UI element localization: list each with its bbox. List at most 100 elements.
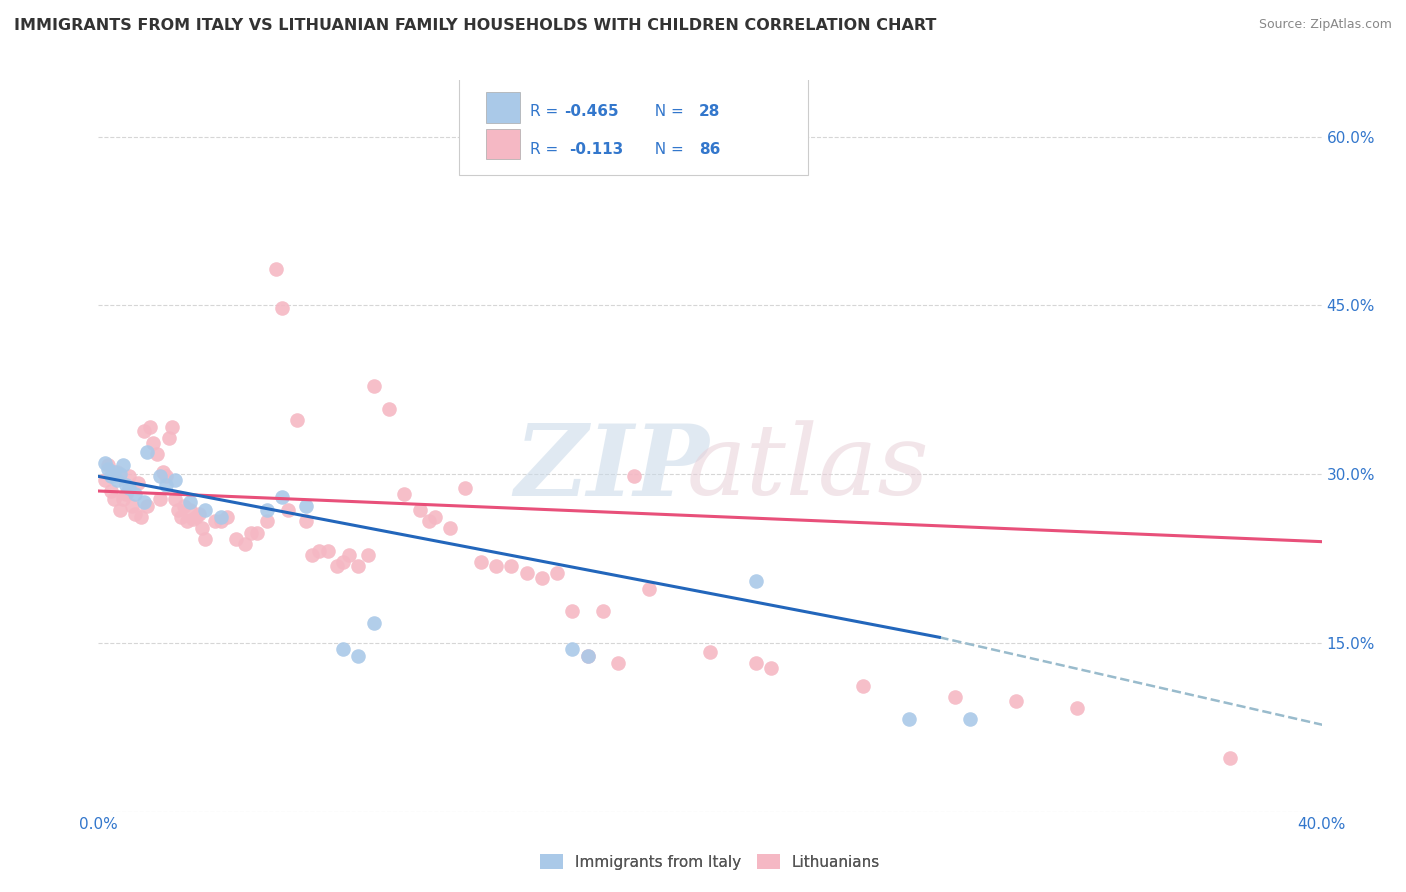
Point [308, 543, 330, 558]
Point [378, 401, 401, 416]
Point [100, 469, 122, 483]
Point [270, 490, 292, 504]
Point [124, 507, 146, 521]
Point [139, 420, 162, 434]
Point [295, 499, 318, 513]
Point [418, 515, 440, 529]
Point [142, 435, 165, 450]
Point [209, 515, 232, 529]
Point [191, 521, 214, 535]
Point [530, 571, 553, 585]
Point [301, 548, 323, 562]
Point [295, 515, 318, 529]
Point [127, 476, 149, 491]
Point [100, 483, 122, 498]
Point [105, 473, 128, 487]
Point [157, 431, 180, 445]
Point [188, 507, 211, 521]
Point [115, 487, 138, 501]
Point [745, 574, 768, 588]
Point [194, 503, 217, 517]
Point [363, 379, 385, 393]
Point [408, 503, 430, 517]
Point [111, 491, 134, 506]
Point [546, 566, 568, 581]
Point [155, 469, 177, 483]
Point [97, 461, 120, 475]
Point [108, 467, 131, 482]
Point [181, 512, 204, 526]
Point [316, 543, 339, 558]
Point [852, 679, 875, 693]
Point [347, 559, 370, 574]
Point [215, 509, 238, 524]
Point [347, 649, 370, 664]
Point [1219, 750, 1241, 764]
Point [194, 533, 217, 547]
Point [111, 458, 134, 472]
Text: N =: N = [645, 104, 689, 120]
Text: ZIP: ZIP [515, 420, 710, 516]
Point [160, 420, 183, 434]
Point [204, 515, 226, 529]
Point [163, 473, 186, 487]
Point [209, 509, 232, 524]
Point [637, 582, 661, 596]
Point [1066, 701, 1088, 715]
Point [326, 559, 349, 574]
Point [163, 491, 186, 506]
Point [233, 537, 256, 551]
Point [256, 503, 278, 517]
Point [121, 499, 143, 513]
Text: 86: 86 [699, 142, 720, 157]
Point [103, 491, 125, 506]
Point [277, 503, 299, 517]
Point [152, 465, 174, 479]
Point [134, 495, 156, 509]
Point [145, 447, 167, 461]
Point [897, 713, 920, 727]
Point [592, 604, 614, 618]
Point [124, 487, 146, 501]
Point [576, 649, 599, 664]
Point [423, 509, 446, 524]
Text: R =: R = [530, 142, 568, 157]
Point [561, 641, 583, 656]
Point [332, 555, 354, 569]
Point [561, 604, 583, 618]
Point [173, 499, 195, 513]
FancyBboxPatch shape [460, 77, 808, 176]
Point [759, 661, 782, 675]
Point [240, 525, 263, 540]
Point [136, 499, 159, 513]
Point [129, 509, 152, 524]
Text: R =: R = [530, 104, 564, 120]
Text: N =: N = [645, 142, 689, 157]
Text: IMMIGRANTS FROM ITALY VS LITHUANIAN FAMILY HOUSEHOLDS WITH CHILDREN CORRELATION : IMMIGRANTS FROM ITALY VS LITHUANIAN FAMI… [14, 18, 936, 33]
Point [170, 509, 193, 524]
Point [363, 615, 385, 630]
Point [270, 301, 292, 315]
Point [155, 478, 177, 492]
Point [179, 503, 201, 517]
FancyBboxPatch shape [486, 92, 520, 123]
Point [167, 503, 190, 517]
Point [392, 487, 416, 501]
Point [118, 469, 141, 483]
Point [699, 645, 721, 659]
Point [337, 548, 360, 562]
Point [93, 473, 115, 487]
Point [256, 515, 278, 529]
Text: Source: ZipAtlas.com: Source: ZipAtlas.com [1258, 18, 1392, 31]
Point [149, 491, 172, 506]
Point [118, 481, 141, 495]
Text: -0.113: -0.113 [569, 142, 624, 157]
Point [149, 469, 172, 483]
Point [246, 525, 269, 540]
Point [516, 566, 538, 581]
Point [115, 478, 138, 492]
Point [485, 559, 508, 574]
Point [1004, 694, 1026, 708]
Point [225, 533, 247, 547]
Point [607, 656, 630, 670]
